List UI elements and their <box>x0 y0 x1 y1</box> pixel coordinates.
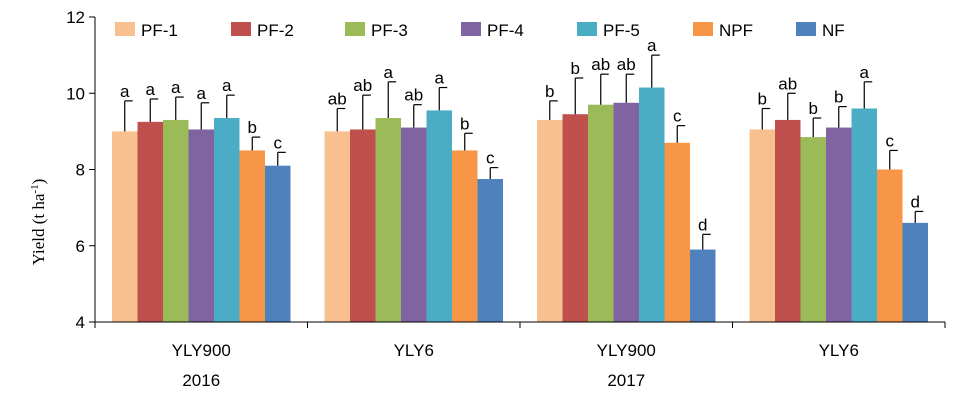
legend-swatch <box>115 22 135 36</box>
bar <box>588 104 614 322</box>
bar <box>239 150 265 322</box>
bar <box>324 131 350 322</box>
legend-swatch <box>231 22 251 36</box>
bar <box>112 131 138 322</box>
legend-label: NF <box>822 21 845 40</box>
bar <box>163 119 189 322</box>
legend-swatch <box>461 22 481 36</box>
bar <box>537 119 563 322</box>
legend-label: PF-3 <box>371 21 408 40</box>
significance-letter: ab <box>404 86 423 105</box>
significance-letter: a <box>647 36 657 55</box>
bar <box>877 169 903 322</box>
y-tick-label: 6 <box>76 237 85 256</box>
significance-letter: b <box>248 118 257 137</box>
significance-letter: a <box>171 78 181 97</box>
significance-letter: a <box>197 84 207 103</box>
bar <box>639 87 665 322</box>
y-tick-label: 10 <box>66 84 85 103</box>
legend-label: PF-2 <box>257 21 294 40</box>
bar <box>375 118 401 322</box>
bar <box>137 121 163 322</box>
y-tick-label: 12 <box>66 8 85 27</box>
significance-letter: d <box>911 192 920 211</box>
bar <box>562 114 588 322</box>
significance-letter: c <box>886 131 895 150</box>
significance-letter: a <box>120 82 130 101</box>
significance-letter: c <box>673 107 682 126</box>
bar <box>401 127 427 322</box>
significance-letter: ab <box>353 76 372 95</box>
bar <box>851 108 877 322</box>
legend-swatch <box>693 22 713 36</box>
legend-swatch <box>577 22 597 36</box>
legend-swatch <box>345 22 365 36</box>
significance-letter: b <box>571 59 580 78</box>
significance-letter: d <box>698 215 707 234</box>
significance-letter: b <box>460 114 469 133</box>
legend: PF-1 PF-2 PF-3 PF-4 PF-5 NPF NF <box>115 21 845 40</box>
significance-letter: ab <box>591 55 610 74</box>
bar <box>775 119 801 322</box>
significance-letter: b <box>545 82 554 101</box>
x-category-label: YLY6 <box>819 341 859 360</box>
x-category-label: YLY900 <box>172 341 231 360</box>
bar <box>188 129 214 322</box>
x-category-label: YLY900 <box>597 341 656 360</box>
bar <box>350 129 376 322</box>
bar <box>477 179 503 322</box>
legend-label: PF-1 <box>141 21 178 40</box>
significance-letter: ab <box>778 74 797 93</box>
significance-letter: a <box>146 80 156 99</box>
bar <box>265 165 291 322</box>
significance-letter: a <box>435 69 445 88</box>
significance-letter: a <box>860 63 870 82</box>
y-tick-label: 4 <box>76 313 85 332</box>
significance-letter: ab <box>328 90 347 109</box>
significance-letter: a <box>222 76 232 95</box>
x-categories: YLY900 2016 YLY6 YLY900 2017 YLY6 <box>94 322 946 390</box>
significance-letter: b <box>809 99 818 118</box>
bar <box>902 222 928 322</box>
y-axis-title: Yield (t ha-1) <box>29 179 48 266</box>
y-ticks: 4 6 8 10 12 <box>66 8 95 332</box>
significance-letter: ab <box>617 55 636 74</box>
significance-letter: a <box>384 63 394 82</box>
x-category-label: YLY6 <box>394 341 434 360</box>
bar <box>426 110 452 322</box>
bar <box>800 137 826 322</box>
bar <box>749 129 775 322</box>
bar <box>664 142 690 322</box>
x-category-year-label: 2017 <box>607 371 645 390</box>
bar <box>826 127 852 322</box>
bar <box>613 102 639 322</box>
legend-label: NPF <box>719 21 753 40</box>
legend-swatch <box>796 22 816 36</box>
significance-letter: c <box>274 133 283 152</box>
y-tick-label: 8 <box>76 161 85 180</box>
x-category-year-label: 2016 <box>182 371 220 390</box>
legend-label: PF-4 <box>487 21 524 40</box>
significance-letter: b <box>758 90 767 109</box>
legend-label: PF-5 <box>603 21 640 40</box>
bar <box>452 150 478 322</box>
bar <box>690 249 716 322</box>
bar <box>214 118 240 322</box>
error-bars <box>124 54 924 250</box>
bars <box>112 87 928 322</box>
significance-letter: b <box>834 88 843 107</box>
significance-letter: c <box>486 149 495 168</box>
